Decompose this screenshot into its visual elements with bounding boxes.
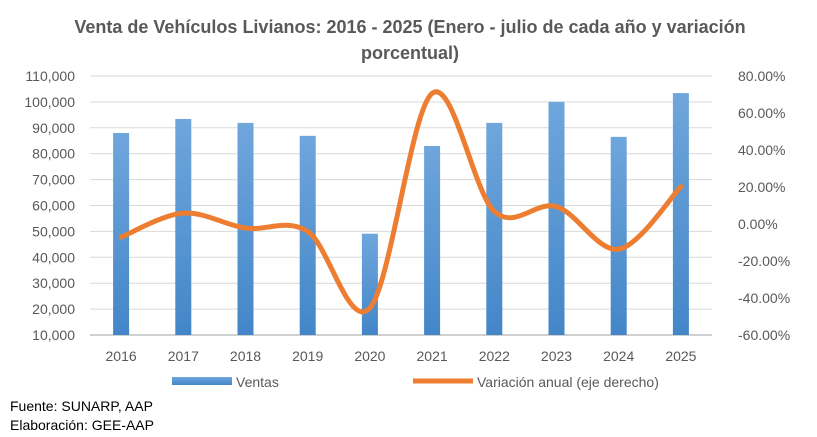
y-left-tick-label: 50,000 <box>32 223 75 239</box>
bar-ventas <box>424 145 441 335</box>
bar-ventas <box>113 132 130 335</box>
bar-ventas <box>610 136 627 335</box>
x-tick-label: 2025 <box>665 348 696 364</box>
y-right-tick-label: -60.00% <box>738 327 790 343</box>
author-note: Elaboración: GEE-AAP <box>10 417 154 433</box>
legend-label-ventas: Ventas <box>236 374 279 390</box>
y-left-tick-label: 10,000 <box>32 327 75 343</box>
x-tick-label: 2023 <box>541 348 572 364</box>
x-tick-label: 2020 <box>354 348 385 364</box>
y-right-tick-label: -20.00% <box>738 253 790 269</box>
y-left-tick-label: 110,000 <box>25 68 75 84</box>
legend-swatch-ventas <box>172 377 232 385</box>
y-right-tick-label: 80.00% <box>738 68 785 84</box>
bar-ventas <box>299 135 316 335</box>
y-left-tick-label: 40,000 <box>32 249 75 265</box>
y-right-tick-label: 40.00% <box>738 142 785 158</box>
y-left-tick-label: 80,000 <box>32 146 75 162</box>
x-tick-label: 2019 <box>292 348 323 364</box>
chart-title: Venta de Vehículos Livianos: 2016 - 2025… <box>74 17 746 63</box>
x-tick-label: 2017 <box>168 348 199 364</box>
y-left-tick-label: 20,000 <box>32 301 75 317</box>
x-tick-label: 2024 <box>603 348 634 364</box>
legend-label-variacion: Variación anual (eje derecho) <box>477 374 659 390</box>
x-tick-label: 2021 <box>417 348 448 364</box>
x-tick-label: 2018 <box>230 348 261 364</box>
bar-ventas <box>361 233 378 335</box>
y-left-tick-label: 70,000 <box>32 172 75 188</box>
x-tick-label: 2022 <box>479 348 510 364</box>
source-note: Fuente: SUNARP, AAP <box>10 398 153 414</box>
bar-ventas <box>486 122 503 335</box>
y-right-tick-label: 20.00% <box>738 179 785 195</box>
y-left-tick-label: 60,000 <box>32 198 75 214</box>
line-variacion <box>118 89 684 315</box>
y-right-tick-label: -40.00% <box>738 290 790 306</box>
y-left-tick-label: 30,000 <box>32 275 75 291</box>
y-left-tick-label: 100,000 <box>24 94 75 110</box>
bar-ventas <box>175 118 192 335</box>
y-left-tick-label: 90,000 <box>32 120 75 136</box>
y-right-tick-label: 0.00% <box>738 216 778 232</box>
bar-ventas <box>672 93 689 336</box>
y-right-tick-label: 60.00% <box>738 105 785 121</box>
bar-ventas <box>548 101 565 336</box>
x-tick-label: 2016 <box>106 348 137 364</box>
